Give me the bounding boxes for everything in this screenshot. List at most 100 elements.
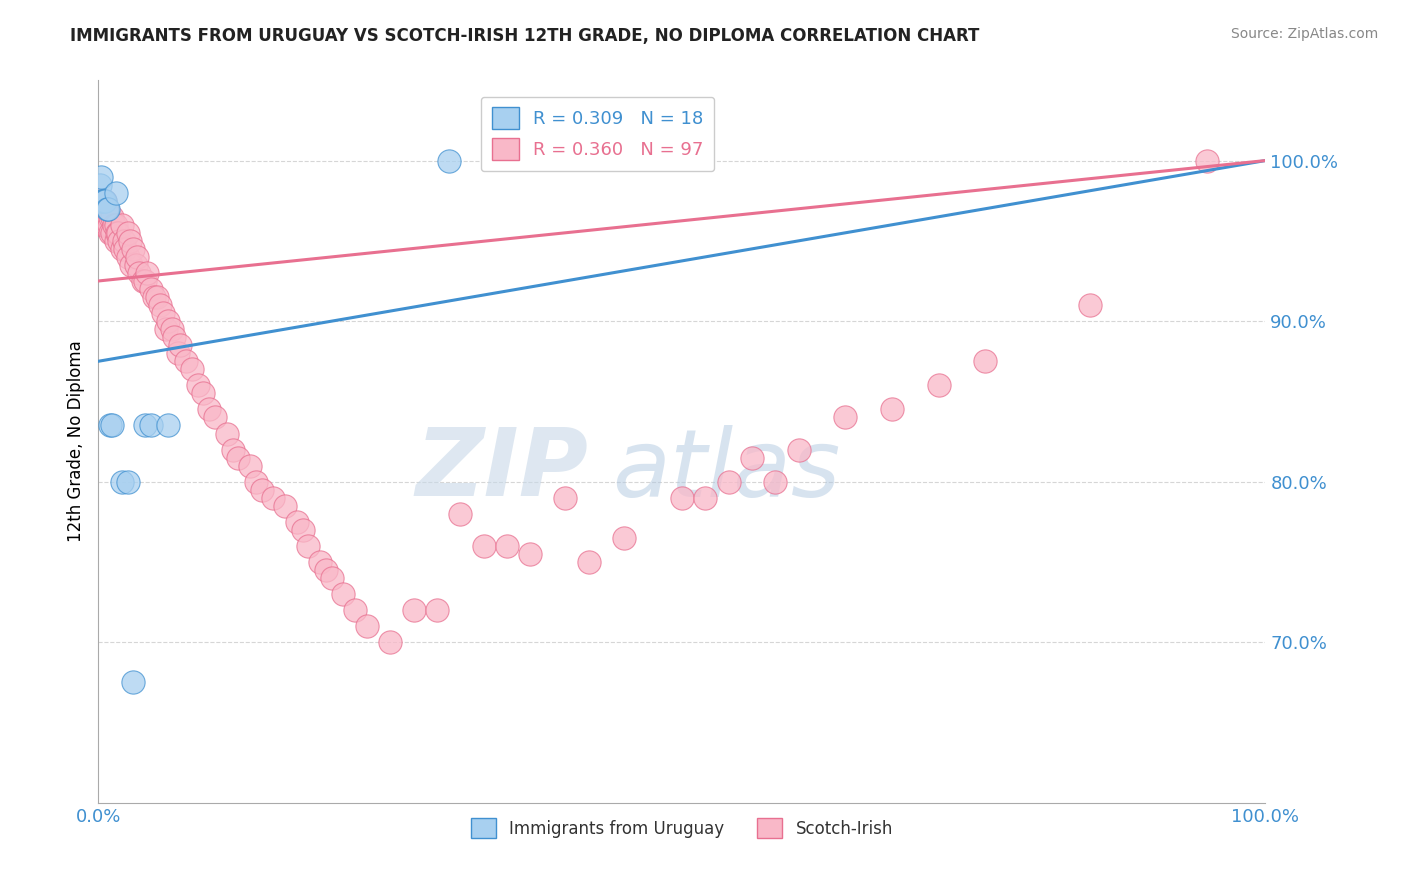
Point xyxy=(163,330,186,344)
Point xyxy=(157,314,180,328)
Point xyxy=(104,186,127,200)
Point xyxy=(285,515,308,529)
Point xyxy=(741,450,763,465)
Point xyxy=(98,418,121,433)
Point xyxy=(90,169,112,184)
Point xyxy=(134,274,156,288)
Point xyxy=(155,322,177,336)
Point xyxy=(763,475,786,489)
Point xyxy=(554,491,576,505)
Point xyxy=(107,226,129,240)
Point xyxy=(169,338,191,352)
Point xyxy=(93,202,115,216)
Point xyxy=(96,202,118,216)
Point xyxy=(180,362,202,376)
Point xyxy=(108,234,131,248)
Point xyxy=(90,194,112,208)
Point xyxy=(204,410,226,425)
Point xyxy=(91,218,114,232)
Text: ZIP: ZIP xyxy=(416,425,589,516)
Point xyxy=(228,450,250,465)
Point xyxy=(101,226,124,240)
Point xyxy=(221,442,243,457)
Point xyxy=(89,178,111,192)
Point xyxy=(332,587,354,601)
Point xyxy=(239,458,262,473)
Point xyxy=(134,418,156,433)
Point xyxy=(114,242,136,256)
Point xyxy=(380,635,402,649)
Point xyxy=(103,218,125,232)
Point xyxy=(834,410,856,425)
Point xyxy=(122,675,145,690)
Point xyxy=(97,202,120,216)
Point xyxy=(787,442,810,457)
Point xyxy=(90,210,112,224)
Point xyxy=(344,603,367,617)
Point xyxy=(89,202,111,216)
Point xyxy=(117,226,139,240)
Point xyxy=(245,475,267,489)
Point xyxy=(321,571,343,585)
Point xyxy=(613,531,636,545)
Point xyxy=(111,475,134,489)
Point xyxy=(96,218,118,232)
Point xyxy=(309,555,332,569)
Point xyxy=(91,194,114,208)
Point xyxy=(578,555,600,569)
Point xyxy=(157,418,180,433)
Point xyxy=(215,426,238,441)
Point xyxy=(1080,298,1102,312)
Point xyxy=(104,234,127,248)
Point xyxy=(496,539,519,553)
Point xyxy=(105,226,128,240)
Point xyxy=(120,258,142,272)
Point xyxy=(98,210,121,224)
Point xyxy=(94,194,117,208)
Point xyxy=(198,402,221,417)
Point xyxy=(98,226,121,240)
Point xyxy=(149,298,172,312)
Point xyxy=(118,234,141,248)
Point xyxy=(139,282,162,296)
Point xyxy=(671,491,693,505)
Point xyxy=(94,218,117,232)
Point xyxy=(112,234,135,248)
Point xyxy=(291,523,314,537)
Point xyxy=(111,218,134,232)
Point xyxy=(426,603,449,617)
Point xyxy=(187,378,209,392)
Point xyxy=(974,354,997,368)
Point xyxy=(152,306,174,320)
Y-axis label: 12th Grade, No Diploma: 12th Grade, No Diploma xyxy=(66,341,84,542)
Point xyxy=(122,242,145,256)
Point xyxy=(97,210,120,224)
Point xyxy=(91,194,114,208)
Point xyxy=(96,202,118,216)
Point xyxy=(104,218,127,232)
Text: IMMIGRANTS FROM URUGUAY VS SCOTCH-IRISH 12TH GRADE, NO DIPLOMA CORRELATION CHART: IMMIGRANTS FROM URUGUAY VS SCOTCH-IRISH … xyxy=(70,27,980,45)
Point xyxy=(101,418,124,433)
Point xyxy=(90,210,112,224)
Point xyxy=(111,242,134,256)
Point xyxy=(449,507,471,521)
Point xyxy=(93,218,115,232)
Point xyxy=(880,402,903,417)
Point xyxy=(117,475,139,489)
Point xyxy=(97,218,120,232)
Point xyxy=(274,499,297,513)
Text: Source: ZipAtlas.com: Source: ZipAtlas.com xyxy=(1230,27,1378,41)
Point xyxy=(472,539,495,553)
Point xyxy=(90,194,112,208)
Point xyxy=(160,322,183,336)
Point xyxy=(90,194,112,208)
Point xyxy=(356,619,378,633)
Point xyxy=(146,290,169,304)
Point xyxy=(94,194,117,208)
Point xyxy=(125,258,148,272)
Point xyxy=(101,210,124,224)
Point xyxy=(125,250,148,264)
Point xyxy=(928,378,950,392)
Point xyxy=(128,266,150,280)
Point xyxy=(695,491,717,505)
